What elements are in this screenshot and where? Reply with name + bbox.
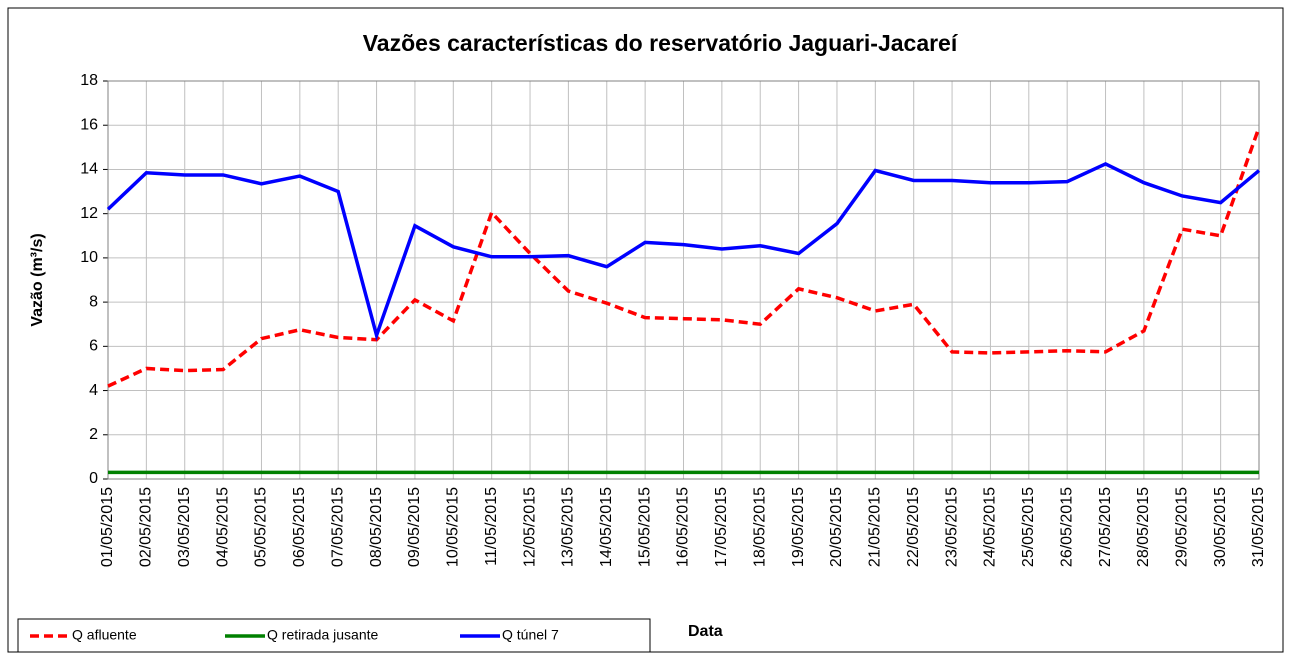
- x-tick-label: 21/05/2015: [867, 487, 884, 567]
- plot-border: [107, 80, 1260, 480]
- y-tick-label: 0: [89, 470, 98, 487]
- legend-label: Q retirada jusante: [267, 627, 378, 643]
- x-tick-label: 31/05/2015: [1250, 487, 1267, 567]
- x-tick-label: 01/05/2015: [99, 487, 116, 567]
- x-tick-label: 07/05/2015: [329, 487, 346, 567]
- x-tick-label: 27/05/2015: [1097, 487, 1114, 567]
- y-tick-label: 16: [80, 116, 98, 133]
- chart-title: Vazões características do reservatório J…: [363, 30, 959, 56]
- x-tick-label: 09/05/2015: [406, 487, 423, 567]
- legend-label: Q túnel 7: [502, 627, 559, 643]
- x-tick-label: 08/05/2015: [368, 487, 385, 567]
- x-tick-label: 12/05/2015: [521, 487, 538, 567]
- y-axis-label: Vazão (m³/s): [29, 233, 46, 326]
- x-tick-label: 24/05/2015: [982, 487, 999, 567]
- x-tick-label: 11/05/2015: [483, 487, 500, 566]
- x-tick-label: 25/05/2015: [1020, 487, 1037, 567]
- x-tick-label: 06/05/2015: [291, 487, 308, 567]
- x-axis-label: Data: [688, 623, 723, 640]
- x-tick-label: 22/05/2015: [905, 487, 922, 567]
- x-tick-label: 26/05/2015: [1058, 487, 1075, 567]
- x-tick-label: 29/05/2015: [1173, 487, 1190, 567]
- y-tick-label: 4: [89, 382, 98, 399]
- x-tick-label: 28/05/2015: [1135, 487, 1152, 567]
- y-tick-label: 18: [80, 72, 98, 89]
- x-tick-label: 13/05/2015: [560, 487, 577, 567]
- x-tick-label: 03/05/2015: [176, 487, 193, 567]
- y-tick-label: 14: [80, 161, 98, 178]
- x-tick-label: 30/05/2015: [1212, 487, 1229, 567]
- x-tick-label: 10/05/2015: [445, 487, 462, 567]
- x-tick-label: 04/05/2015: [214, 487, 231, 567]
- x-tick-label: 17/05/2015: [713, 487, 730, 567]
- x-tick-label: 15/05/2015: [636, 487, 653, 567]
- x-tick-label: 19/05/2015: [790, 487, 807, 567]
- x-tick-label: 18/05/2015: [751, 487, 768, 567]
- legend-label: Q afluente: [72, 627, 137, 643]
- y-tick-label: 8: [89, 293, 98, 310]
- x-tick-label: 23/05/2015: [943, 487, 960, 567]
- x-tick-label: 20/05/2015: [828, 487, 845, 567]
- x-tick-label: 02/05/2015: [138, 487, 155, 567]
- x-tick-label: 16/05/2015: [675, 487, 692, 567]
- y-tick-label: 6: [89, 338, 98, 355]
- x-tick-label: 14/05/2015: [598, 487, 615, 567]
- y-tick-label: 10: [80, 249, 98, 266]
- series-line: [106, 161, 1261, 342]
- y-tick-label: 2: [89, 426, 98, 443]
- y-tick-label: 12: [80, 205, 98, 222]
- series-line: [107, 126, 1261, 388]
- legend-box: [17, 618, 651, 653]
- x-tick-label: 05/05/2015: [253, 487, 270, 567]
